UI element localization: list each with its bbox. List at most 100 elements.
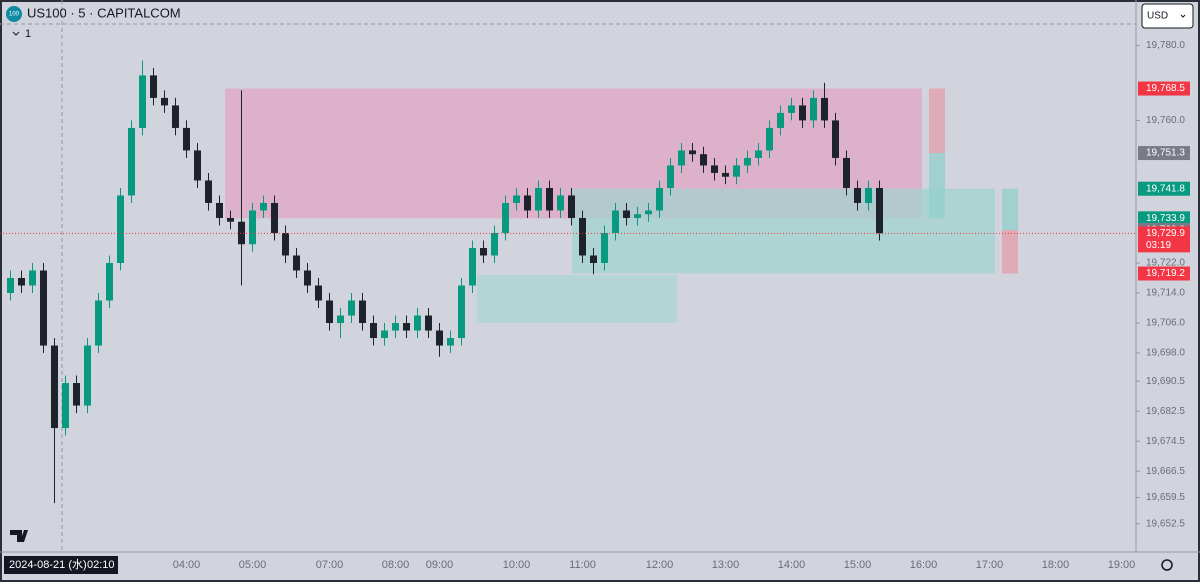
x-tick-label: 04:00	[173, 559, 201, 571]
y-tick-label: 19,666.5	[1146, 466, 1185, 477]
chevron[interactable]	[12, 31, 20, 36]
candle-body	[227, 217, 234, 222]
candle-body	[755, 150, 762, 158]
zone	[477, 275, 677, 324]
candle-body	[777, 112, 784, 128]
zone	[929, 88, 945, 154]
x-tick-label: 05:00	[239, 559, 267, 571]
candle-body	[51, 345, 58, 429]
candle-body	[238, 221, 245, 245]
candle-body	[535, 187, 542, 211]
price-flag	[1138, 266, 1190, 281]
candle-body	[326, 300, 333, 324]
candle-body	[513, 195, 520, 203]
candle-body	[73, 383, 80, 406]
candle-body	[117, 195, 124, 263]
candle-body	[854, 187, 861, 203]
date-label: 2024-08-21 (水)	[9, 558, 87, 571]
candle-body	[205, 180, 212, 203]
candle-body	[18, 278, 25, 286]
price-flag	[1138, 146, 1190, 161]
price-flag-label: 19,768.5	[1146, 83, 1185, 94]
candle-body	[62, 383, 69, 429]
candle-body	[315, 285, 322, 301]
x-tick-label: 18:00	[1042, 559, 1070, 571]
candle-body	[370, 323, 377, 339]
x-tick-label: 16:00	[910, 559, 938, 571]
indicator-count[interactable]: 1	[25, 28, 31, 40]
y-tick-label: 19,652.5	[1146, 518, 1185, 529]
candle-body	[469, 247, 476, 286]
candle-body	[612, 210, 619, 233]
candle-body	[645, 210, 652, 215]
candle-body	[744, 157, 751, 166]
candle-body	[194, 150, 201, 181]
candle-body	[381, 330, 388, 339]
candle-body	[392, 323, 399, 331]
price-flag	[1138, 211, 1190, 226]
price-flag-countdown: 03:19	[1146, 240, 1171, 251]
candle-body	[337, 315, 344, 324]
settings-icon[interactable]	[1161, 559, 1173, 571]
currency-button[interactable]	[1141, 3, 1194, 29]
x-tick-label: 13:00	[712, 559, 740, 571]
candle-body	[271, 202, 278, 233]
candle-body	[216, 202, 223, 218]
price-flag-label: 19,741.8	[1146, 183, 1185, 194]
x-tick-label: 08:00	[382, 559, 410, 571]
candle-body	[161, 97, 168, 106]
candle-body	[348, 300, 355, 316]
candle-body	[7, 278, 14, 294]
candle-body	[700, 154, 707, 166]
candle-body	[766, 127, 773, 151]
candle-body	[557, 195, 564, 211]
candle-body	[678, 150, 685, 166]
y-tick-label: 19,760.0	[1146, 115, 1185, 126]
x-tick-label: 09:00	[426, 559, 454, 571]
currency-label[interactable]: USD	[1147, 11, 1168, 22]
y-tick-label: 19,659.5	[1146, 492, 1185, 503]
candle-body	[172, 105, 179, 128]
x-tick-label: 11:00	[569, 559, 596, 571]
candle-body	[84, 345, 91, 406]
y-tick-label: 19,674.5	[1146, 436, 1185, 447]
candle-body	[601, 232, 608, 263]
candle-body	[524, 195, 531, 211]
x-tick-label: 12:00	[646, 559, 674, 571]
candle-body	[128, 127, 135, 196]
candle-body	[711, 165, 718, 173]
time-label: 02:10	[87, 559, 115, 571]
symbol-title[interactable]: US100 · 5 · CAPITALCOM	[27, 5, 181, 20]
symbol-badge[interactable]	[6, 6, 22, 22]
candle-body	[40, 270, 47, 346]
price-flag-label: 19,729.9	[1146, 228, 1185, 239]
tv-logo[interactable]	[10, 530, 28, 542]
candle-body	[843, 157, 850, 188]
candle-body	[788, 105, 795, 113]
x-tick-label: 10:00	[503, 559, 531, 571]
candle-body	[799, 105, 806, 121]
candle-body	[656, 187, 663, 211]
candle-body	[810, 97, 817, 121]
candle-body	[95, 300, 102, 346]
currency-chevron[interactable]	[1180, 14, 1186, 18]
price-flag	[1138, 181, 1190, 196]
date-label-box	[4, 556, 118, 574]
candle-body	[579, 217, 586, 256]
y-tick-label: 19,690.5	[1146, 376, 1185, 387]
candle-body	[458, 285, 465, 339]
price-flag	[1138, 81, 1190, 96]
zone	[1002, 188, 1018, 230]
candle-body	[623, 210, 630, 218]
zone	[1002, 229, 1018, 274]
candle-body	[568, 195, 575, 218]
x-tick-label: 19:00	[1108, 559, 1136, 571]
candle-body	[249, 210, 256, 245]
candle-body	[436, 330, 443, 346]
candle-body	[106, 262, 113, 301]
x-tick-label: 15:00	[844, 559, 872, 571]
x-tick-label: 17:00	[976, 559, 1004, 571]
candle-body	[282, 232, 289, 256]
